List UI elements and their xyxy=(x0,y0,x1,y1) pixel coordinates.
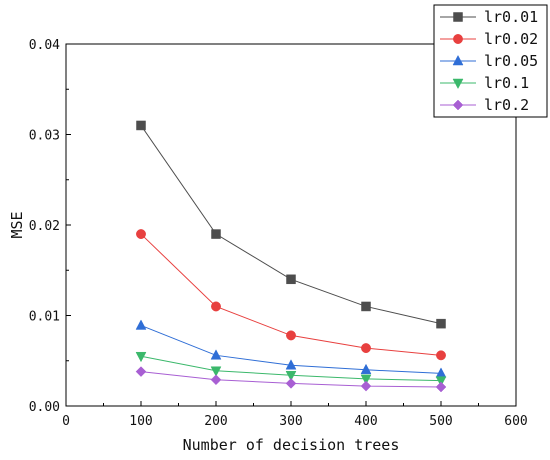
series-lr0.1 xyxy=(135,351,447,387)
x-axis-label: Number of decision trees xyxy=(183,436,400,454)
legend-item: lr0.05 xyxy=(440,52,538,70)
y-tick-label: 0.02 xyxy=(29,219,60,234)
x-tick-label: 0 xyxy=(62,414,70,429)
x-tick-label: 300 xyxy=(279,414,302,429)
data-point xyxy=(135,319,147,330)
x-tick-label: 200 xyxy=(204,414,227,429)
y-axis: 0.00 0.01 0.02 0.03 0.04 xyxy=(29,38,71,415)
data-point xyxy=(360,374,372,385)
data-point xyxy=(435,381,447,393)
data-point xyxy=(436,350,446,361)
data-point xyxy=(135,351,147,363)
series-layer xyxy=(135,120,447,393)
y-tick-label: 0.03 xyxy=(29,129,60,144)
data-point xyxy=(361,343,371,354)
data-point xyxy=(360,363,372,375)
legend-label: lr0.1 xyxy=(484,74,529,92)
legend-marker xyxy=(452,99,464,111)
data-point xyxy=(136,229,146,240)
y-tick-label: 0.04 xyxy=(29,38,60,53)
legend-label: lr0.01 xyxy=(484,8,538,26)
x-tick-label: 600 xyxy=(504,414,527,429)
series-lr0.02 xyxy=(136,229,446,361)
legend-marker xyxy=(452,54,464,66)
legend-item: lr0.02 xyxy=(440,30,538,48)
y-tick-label: 0.01 xyxy=(29,310,60,325)
legend-marker xyxy=(452,78,464,90)
series-lr0.01 xyxy=(136,120,446,329)
x-tick-label: 100 xyxy=(129,414,152,429)
data-point xyxy=(435,376,447,387)
legend-label: lr0.2 xyxy=(484,96,529,114)
legend-label: lr0.05 xyxy=(484,52,538,70)
data-point xyxy=(210,349,222,360)
data-point xyxy=(211,301,221,312)
series-lr0.05 xyxy=(135,319,447,378)
data-point xyxy=(136,120,146,131)
data-point xyxy=(436,318,446,329)
data-point xyxy=(210,374,222,386)
data-point xyxy=(210,366,222,377)
data-point xyxy=(135,366,147,377)
data-point xyxy=(435,367,447,378)
legend-marker xyxy=(453,34,463,44)
data-point xyxy=(285,370,297,382)
legend-label: lr0.02 xyxy=(484,30,538,48)
y-tick-label: 0.00 xyxy=(29,400,60,415)
legend-marker xyxy=(453,12,463,22)
legend-item: lr0.01 xyxy=(440,8,538,26)
legend-item: lr0.1 xyxy=(440,74,529,92)
data-point xyxy=(285,359,297,370)
series-line xyxy=(140,125,442,325)
x-tick-label: 500 xyxy=(429,414,452,429)
data-point xyxy=(360,380,372,392)
x-tick-label: 400 xyxy=(354,414,377,429)
y-axis-label: MSE xyxy=(8,211,26,238)
legend-item: lr0.2 xyxy=(440,96,529,114)
data-point xyxy=(285,378,297,389)
data-point xyxy=(286,330,296,341)
series-lr0.2 xyxy=(135,366,447,393)
data-point xyxy=(361,301,371,312)
x-axis: 0 100 200 300 400 500 600 xyxy=(62,401,528,429)
data-point xyxy=(211,229,221,239)
data-point xyxy=(286,274,296,285)
legend: lr0.01 lr0.02 lr0.05 lr0.1 lr0.2 xyxy=(433,4,548,118)
